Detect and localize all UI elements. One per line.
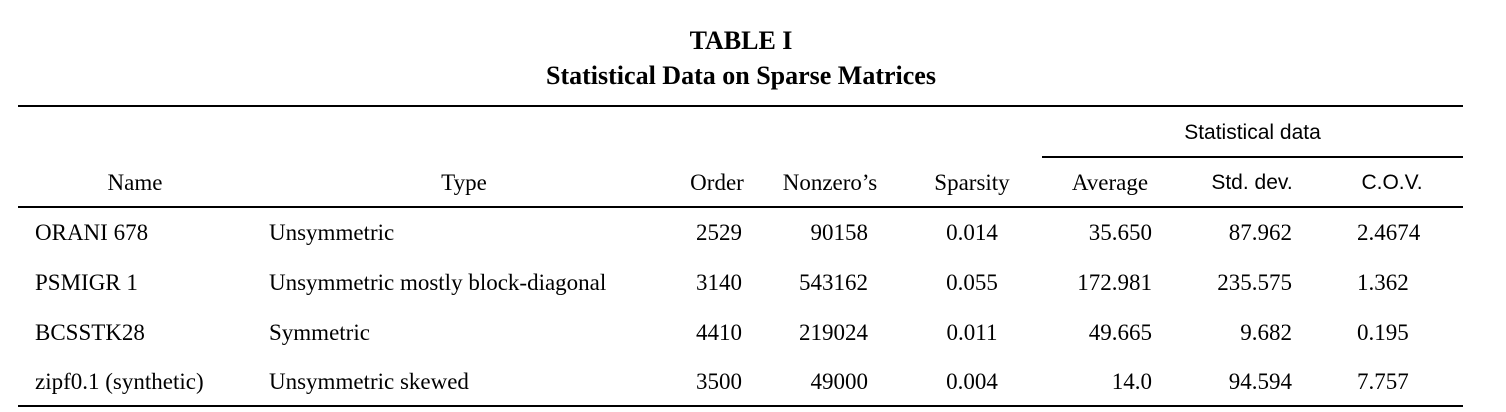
header-order: Order bbox=[690, 170, 744, 195]
cell-nonzeros: 219024 bbox=[799, 320, 868, 345]
cell-order: 3500 bbox=[696, 369, 742, 394]
header-sparsity: Sparsity bbox=[934, 170, 1010, 195]
header-type: Type bbox=[441, 170, 487, 195]
cell-name: zipf0.1 (synthetic) bbox=[35, 369, 204, 394]
cell-average: 172.981 bbox=[1077, 270, 1152, 295]
header-name: Name bbox=[107, 170, 163, 195]
cell-nonzeros: 90158 bbox=[810, 220, 869, 245]
cell-std-dev: 9.682 bbox=[1240, 320, 1292, 345]
cell-name: BCSSTK28 bbox=[35, 320, 145, 345]
cell-order: 4410 bbox=[696, 320, 742, 345]
header-rule bbox=[18, 206, 1463, 208]
cell-type: Symmetric bbox=[269, 320, 370, 345]
cell-type: Unsymmetric mostly block-diagonal bbox=[269, 270, 607, 295]
cell-type: Unsymmetric skewed bbox=[269, 369, 469, 394]
header-cov: C.O.V. bbox=[1361, 171, 1423, 194]
header-group-statistical-data: Statistical data bbox=[1184, 121, 1321, 144]
header-std-dev: Std. dev. bbox=[1211, 171, 1293, 194]
table-number: TABLE I bbox=[689, 26, 793, 55]
cell-type: Unsymmetric bbox=[269, 220, 395, 245]
bottom-rule bbox=[18, 405, 1463, 407]
cell-nonzeros: 49000 bbox=[810, 369, 869, 394]
cell-std-dev: 235.575 bbox=[1217, 270, 1292, 295]
header-average: Average bbox=[1071, 170, 1149, 195]
cell-sparsity: 0.004 bbox=[946, 369, 998, 394]
table-title: Statistical Data on Sparse Matrices bbox=[546, 61, 936, 90]
cell-sparsity: 0.014 bbox=[946, 220, 998, 245]
cell-cov: 0.195 bbox=[1357, 320, 1409, 345]
cell-cov: 2.4674 bbox=[1357, 220, 1421, 245]
cell-name: ORANI 678 bbox=[35, 220, 149, 245]
cell-average: 14.0 bbox=[1111, 369, 1152, 394]
cell-average: 35.650 bbox=[1088, 220, 1152, 245]
cell-name: PSMIGR 1 bbox=[35, 270, 138, 295]
group-rule bbox=[1042, 156, 1463, 158]
cell-sparsity: 0.011 bbox=[946, 320, 998, 345]
cell-order: 2529 bbox=[696, 220, 742, 245]
cell-cov: 1.362 bbox=[1357, 270, 1409, 295]
cell-cov: 7.757 bbox=[1357, 369, 1409, 394]
cell-nonzeros: 543162 bbox=[799, 270, 868, 295]
cell-average: 49.665 bbox=[1088, 320, 1152, 345]
header-nonzeros: Nonzero’s bbox=[782, 170, 878, 195]
cell-std-dev: 87.962 bbox=[1228, 220, 1292, 245]
cell-std-dev: 94.594 bbox=[1228, 369, 1292, 394]
cell-order: 3140 bbox=[696, 270, 742, 295]
top-rule bbox=[18, 105, 1463, 107]
cell-sparsity: 0.055 bbox=[946, 270, 998, 295]
